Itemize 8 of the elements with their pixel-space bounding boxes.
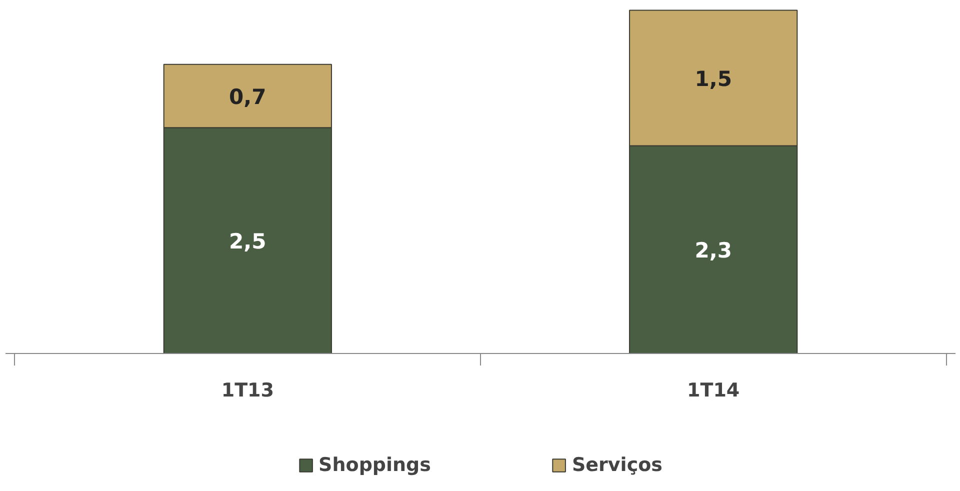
x-tick-label: 1T13 (221, 379, 274, 402)
legend-label: Serviços (572, 454, 662, 476)
x-tick-label: 1T14 (687, 379, 740, 402)
data-label: 2,5 (229, 230, 266, 254)
data-label: 2,3 (694, 238, 732, 263)
data-label: 0,7 (229, 85, 266, 110)
data-label: 1,5 (694, 66, 732, 91)
legend-label: Shoppings (318, 454, 431, 476)
